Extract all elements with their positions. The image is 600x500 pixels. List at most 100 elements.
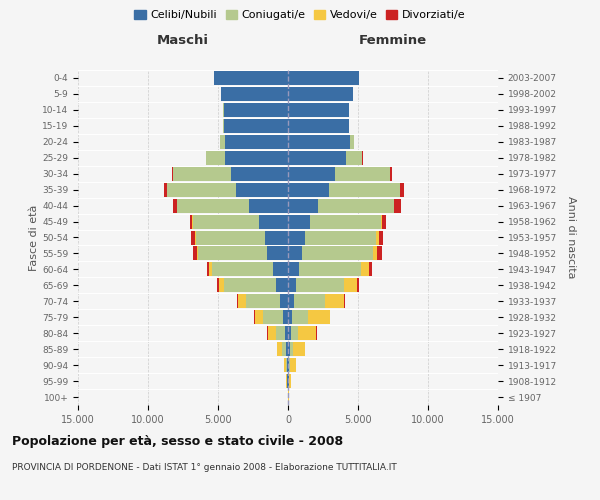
Bar bbox=[288, 150, 346, 165]
Bar bbox=[198, 246, 267, 260]
Bar bbox=[221, 87, 288, 101]
Bar bbox=[267, 246, 288, 260]
Bar bbox=[290, 342, 293, 356]
Bar bbox=[259, 214, 288, 228]
Bar bbox=[288, 71, 359, 85]
Bar bbox=[288, 246, 302, 260]
Text: Maschi: Maschi bbox=[157, 34, 209, 48]
Bar bbox=[209, 262, 212, 276]
Bar bbox=[377, 246, 382, 260]
Bar bbox=[357, 278, 359, 292]
Bar bbox=[255, 310, 263, 324]
Bar bbox=[224, 278, 275, 292]
Bar bbox=[288, 230, 305, 244]
Bar bbox=[235, 182, 288, 196]
Bar bbox=[277, 342, 282, 356]
Bar bbox=[290, 358, 296, 372]
Bar bbox=[238, 294, 246, 308]
Bar bbox=[275, 278, 288, 292]
Bar bbox=[325, 294, 344, 308]
Bar bbox=[280, 294, 288, 308]
Bar bbox=[284, 358, 286, 372]
Bar bbox=[288, 214, 310, 228]
Bar bbox=[287, 358, 288, 372]
Bar bbox=[172, 166, 173, 180]
Bar bbox=[275, 326, 285, 340]
Bar bbox=[167, 182, 235, 196]
Bar bbox=[288, 103, 349, 117]
Bar bbox=[350, 135, 354, 149]
Bar bbox=[293, 342, 305, 356]
Bar bbox=[289, 374, 291, 388]
Bar bbox=[178, 198, 249, 212]
Bar bbox=[373, 246, 377, 260]
Bar bbox=[265, 230, 288, 244]
Bar bbox=[225, 135, 288, 149]
Bar bbox=[288, 119, 349, 133]
Bar bbox=[329, 182, 400, 196]
Bar bbox=[299, 262, 361, 276]
Bar bbox=[224, 103, 288, 117]
Bar bbox=[287, 374, 288, 388]
Bar bbox=[193, 214, 259, 228]
Bar bbox=[288, 166, 335, 180]
Y-axis label: Fasce di età: Fasce di età bbox=[29, 204, 39, 270]
Bar bbox=[298, 326, 316, 340]
Bar bbox=[308, 310, 330, 324]
Bar bbox=[285, 326, 288, 340]
Bar bbox=[246, 294, 280, 308]
Bar bbox=[330, 310, 331, 324]
Bar bbox=[249, 198, 288, 212]
Bar bbox=[305, 230, 376, 244]
Bar bbox=[190, 214, 193, 228]
Bar bbox=[344, 278, 357, 292]
Bar bbox=[376, 230, 379, 244]
Bar bbox=[193, 246, 197, 260]
Bar bbox=[224, 119, 288, 133]
Bar bbox=[288, 135, 350, 149]
Y-axis label: Anni di nascita: Anni di nascita bbox=[566, 196, 577, 279]
Bar bbox=[206, 150, 225, 165]
Bar bbox=[212, 262, 274, 276]
Bar bbox=[289, 358, 290, 372]
Bar bbox=[346, 150, 362, 165]
Bar bbox=[286, 342, 288, 356]
Bar bbox=[294, 294, 325, 308]
Bar bbox=[230, 166, 288, 180]
Bar bbox=[394, 198, 401, 212]
Bar bbox=[220, 135, 225, 149]
Bar bbox=[288, 326, 291, 340]
Bar bbox=[288, 294, 294, 308]
Bar bbox=[225, 150, 288, 165]
Text: PROVINCIA DI PORDENONE - Dati ISTAT 1° gennaio 2008 - Elaborazione TUTTITALIA.IT: PROVINCIA DI PORDENONE - Dati ISTAT 1° g… bbox=[12, 462, 397, 471]
Bar bbox=[389, 166, 392, 180]
Bar bbox=[344, 294, 345, 308]
Bar bbox=[288, 374, 289, 388]
Bar bbox=[254, 310, 255, 324]
Bar bbox=[206, 262, 209, 276]
Bar bbox=[288, 342, 290, 356]
Bar bbox=[288, 198, 318, 212]
Bar bbox=[214, 71, 288, 85]
Bar bbox=[310, 214, 381, 228]
Bar bbox=[218, 278, 224, 292]
Bar bbox=[282, 342, 286, 356]
Bar bbox=[291, 326, 298, 340]
Bar bbox=[400, 182, 404, 196]
Bar bbox=[296, 278, 344, 292]
Bar bbox=[223, 119, 224, 133]
Text: Popolazione per età, sesso e stato civile - 2008: Popolazione per età, sesso e stato civil… bbox=[12, 435, 343, 448]
Bar bbox=[318, 198, 394, 212]
Bar bbox=[288, 262, 299, 276]
Bar bbox=[268, 326, 275, 340]
Bar bbox=[197, 246, 198, 260]
Bar bbox=[382, 214, 386, 228]
Bar bbox=[217, 278, 218, 292]
Bar bbox=[288, 278, 296, 292]
Bar bbox=[196, 230, 265, 244]
Bar bbox=[381, 214, 382, 228]
Bar bbox=[236, 294, 238, 308]
Bar bbox=[286, 358, 287, 372]
Bar bbox=[288, 87, 353, 101]
Bar bbox=[173, 166, 230, 180]
